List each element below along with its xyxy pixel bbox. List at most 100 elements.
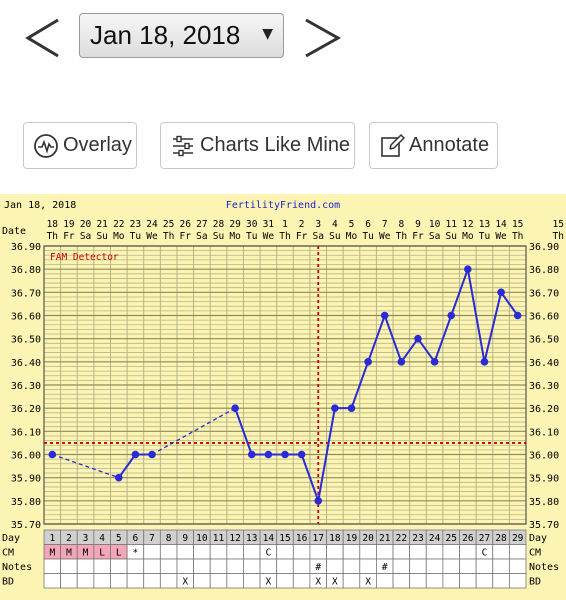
next-date-arrow[interactable] [298,14,346,62]
bd-cell [193,573,211,589]
overlay-button[interactable]: Overlay [23,122,137,169]
cm-value: * [133,548,139,559]
date-tick: 15 [512,219,523,230]
temp-point [314,497,323,505]
bd-row-label-left: BD [2,577,14,588]
cm-cell [392,544,411,560]
bd-cell [342,573,361,589]
date-tick: 2 [299,219,305,230]
weekday-tick: Sa [196,231,207,242]
notes-cell [459,558,477,574]
date-select[interactable]: Jan 18, 2018 ▼ [79,13,284,58]
charts-like-mine-button[interactable]: Charts Like Mine [160,122,355,169]
day-number: 13 [246,533,257,544]
annotate-label: Annotate [409,134,490,156]
date-tick: 12 [462,219,473,230]
cm-cell [243,544,261,560]
cm-value: L [116,548,122,559]
y-tick-left: 36.50 [11,335,41,346]
cm-value: C [266,548,272,559]
day-number: 27 [479,533,490,544]
temp-point [414,334,422,343]
weekday-tick: Sa [80,231,91,242]
series-dashed-segment [151,407,236,456]
notes-cell [43,558,62,574]
y-tick-left: 35.90 [11,474,41,485]
cm-value: M [83,548,89,559]
bd-cell [60,573,78,589]
cm-cell [209,544,228,560]
cm-cell [342,544,361,560]
temp-point [497,288,505,297]
day-number: 28 [495,533,507,544]
bd-cell [243,573,261,589]
weekday-tick: Th [396,231,407,242]
y-tick-right: 36.70 [529,288,559,299]
notes-mark: # [315,562,321,573]
y-tick-right: 35.90 [529,474,559,485]
temp-point [513,311,522,320]
y-tick-right: 36.90 [529,242,559,253]
weekday-tick: Th [512,231,523,242]
series-segment [450,268,469,316]
day-number: 4 [99,533,105,544]
dropdown-caret-icon: ▼ [262,26,273,42]
cm-cell [159,544,178,560]
weekday-tick: Fr [63,231,75,242]
bd-cell [93,573,111,589]
weekday-tick: Fr [296,231,308,242]
chart-header-date: Jan 18, 2018 [4,200,76,211]
weekday-tick: Th [47,231,58,242]
cm-cell [492,544,510,560]
series-segment [417,338,436,363]
y-tick-left: 36.70 [11,288,41,299]
date-tick: 30 [246,219,258,230]
bd-cell [159,573,178,589]
date-tick: 4 [332,219,338,230]
date-tick: 9 [415,219,421,230]
temp-point [48,450,57,459]
weekday-tick: Mo [113,231,125,242]
date-tick: 13 [479,219,490,230]
day-number: 1 [49,533,55,544]
y-tick-left: 36.40 [11,358,41,369]
temp-point [447,311,456,320]
series-segment [433,315,453,363]
notes-cell [226,558,244,574]
y-tick-right: 36.00 [529,451,559,462]
fam-detector-label: FAM Detector [50,252,119,263]
series-segment [300,454,320,502]
weekday-tick: Tu [362,231,373,242]
bd-cell [492,573,510,589]
y-tick-left: 36.00 [11,451,41,462]
weekday-tick: We [379,231,391,242]
y-tick-right: 36.60 [529,312,559,323]
day-number: 19 [346,533,358,544]
notes-cell [159,558,178,574]
date-tick: 6 [365,219,371,230]
day-number: 12 [229,533,240,544]
bd-cell [292,573,311,589]
weekday-tick: We [146,231,158,242]
day-number: 22 [396,533,407,544]
series-segment [400,338,419,363]
weekday-tick: Th [163,231,174,242]
notes-cell [475,558,494,574]
date-tick: 19 [63,219,75,230]
weekday-tick: Su [445,231,456,242]
day-number: 23 [412,533,423,544]
annotate-button[interactable]: Annotate [369,122,498,169]
prev-date-arrow[interactable] [20,14,68,62]
cm-cell [176,544,194,560]
y-tick-left: 35.80 [11,497,41,508]
y-tick-right: 36.30 [529,381,559,392]
notes-cell [425,558,444,574]
date-tick: 22 [113,219,124,230]
temp-point [380,311,389,320]
notes-cell [342,558,361,574]
weekday-tick: Su [213,231,224,242]
day-number: 6 [133,533,139,544]
notes-cell [392,558,411,574]
bd-cell [376,573,394,589]
temp-point [131,450,140,459]
